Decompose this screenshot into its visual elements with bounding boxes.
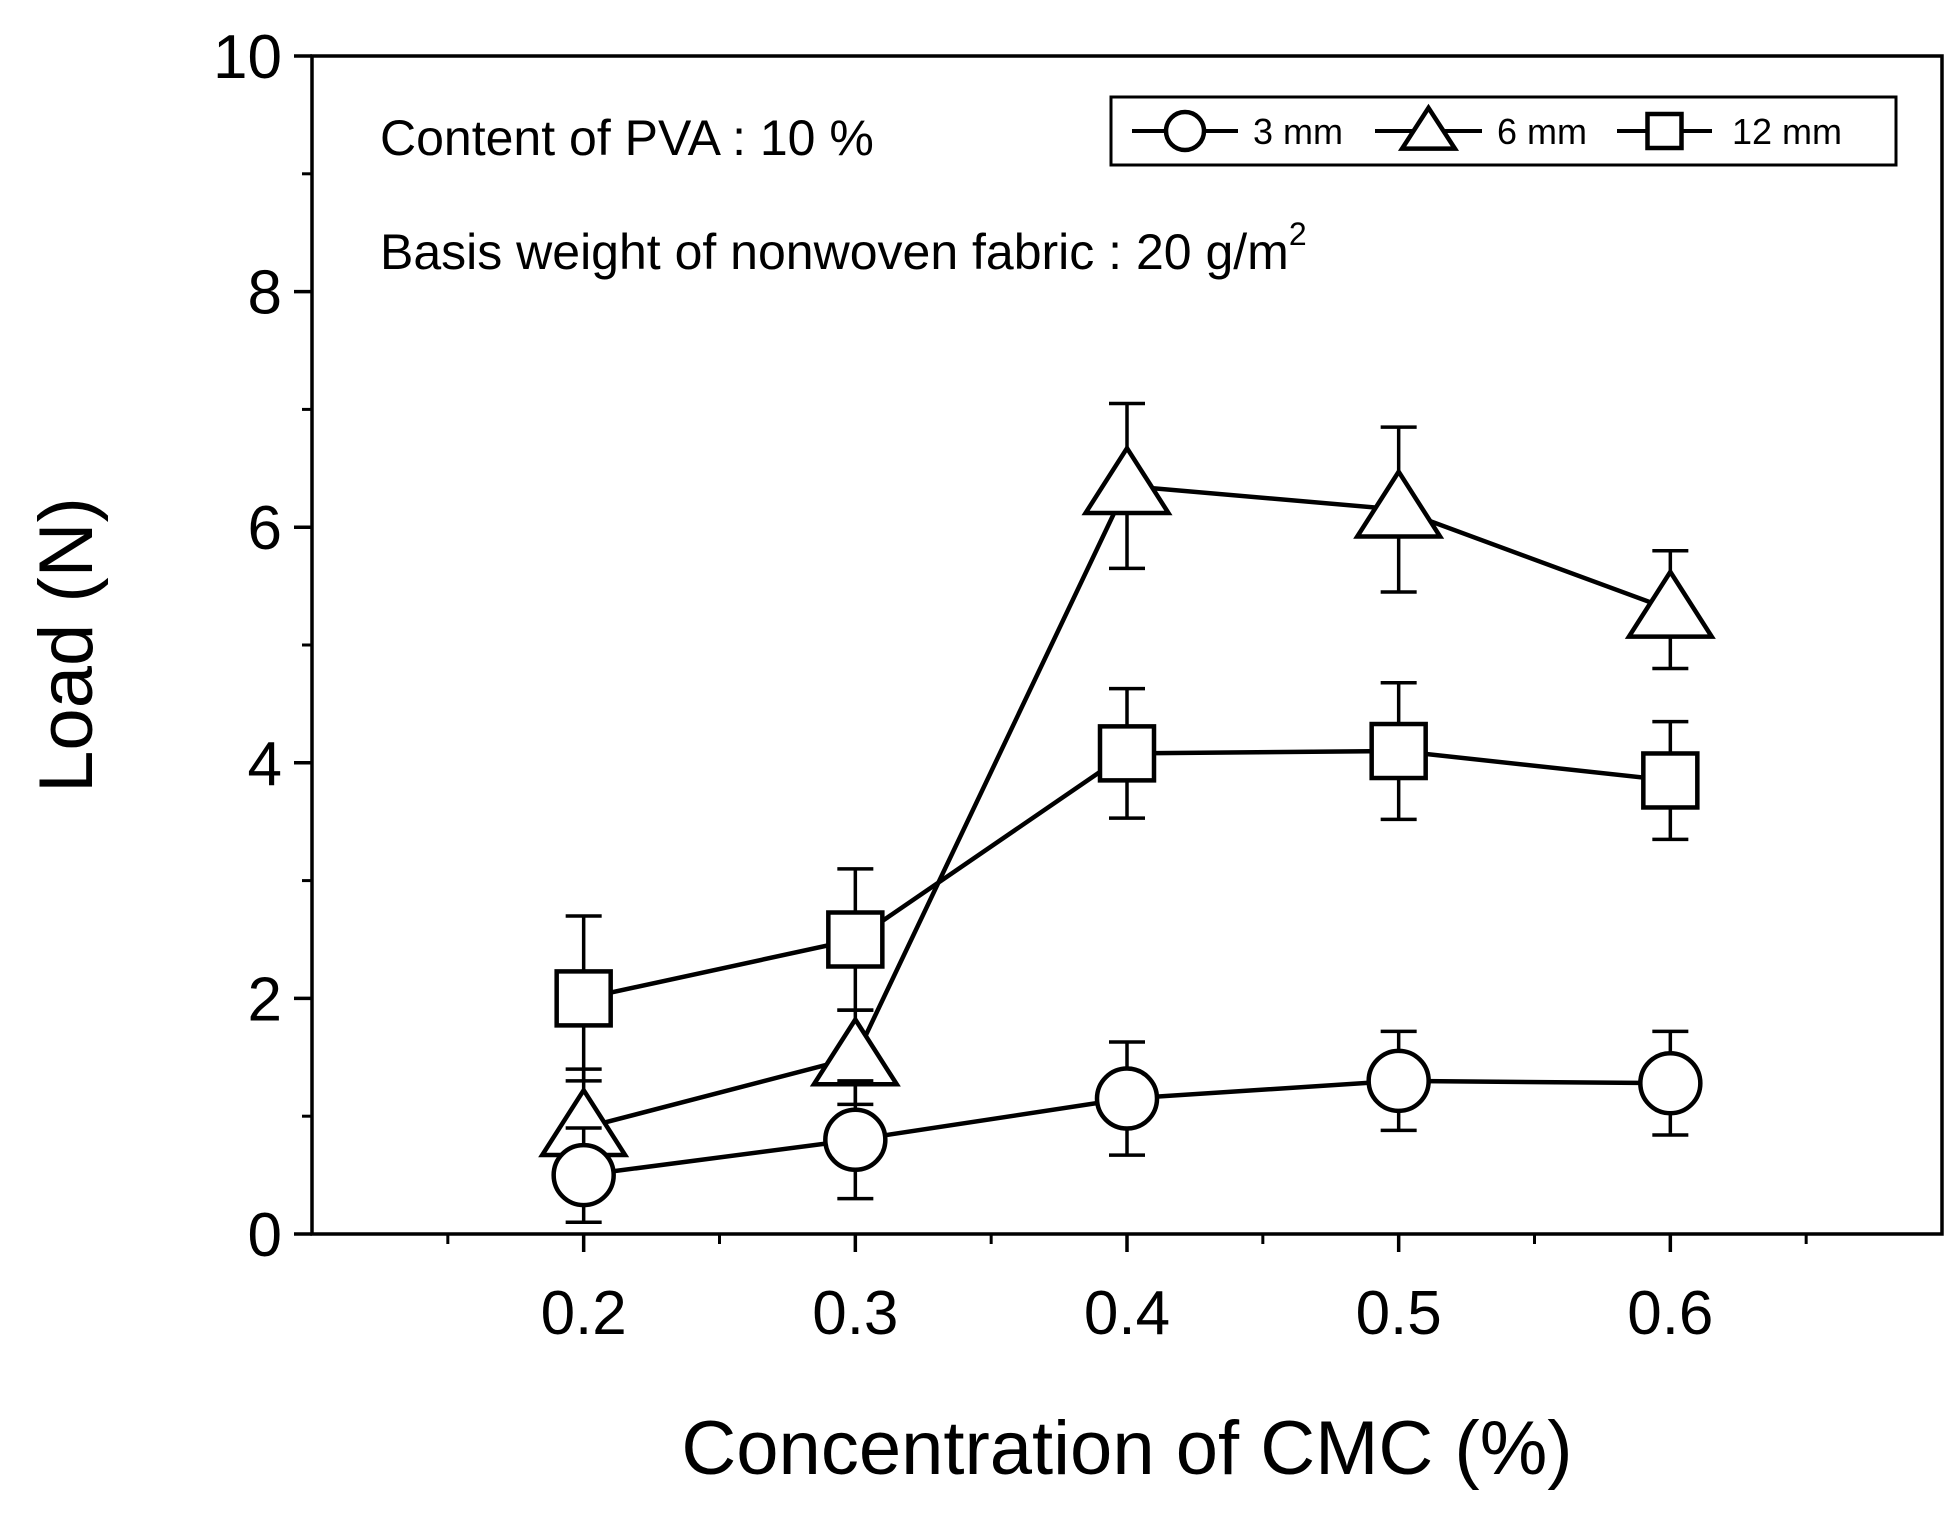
annotation-basis-weight: Basis weight of nonwoven fabric : 20 g/m… — [380, 216, 1307, 280]
data-point-6mm-0.4 — [1081, 443, 1173, 516]
legend: 3 mm 6 mm 12 mm — [1109, 95, 1898, 167]
data-point-6mm-0.3 — [809, 1015, 901, 1087]
annotation-basis-weight-sup: 2 — [1289, 216, 1307, 252]
series-12mm — [554, 680, 1700, 1083]
data-point-3mm-0.6 — [1638, 1050, 1703, 1116]
legend-box — [1109, 95, 1898, 167]
x-axis-title: Concentration of CMC (%) — [681, 1406, 1572, 1491]
y-tick-label-8: 8 — [248, 259, 282, 328]
x-tick-label-0.5: 0.5 — [1356, 1279, 1442, 1348]
data-point-3mm-0.4 — [1094, 1066, 1160, 1131]
y-tick-label-4: 4 — [248, 730, 282, 799]
x-tick-label-0.4: 0.4 — [1084, 1279, 1170, 1348]
legend-marker-12mm — [1645, 111, 1684, 151]
data-point-12mm-0.3 — [826, 910, 885, 969]
legend-marker-3mm — [1163, 109, 1207, 153]
x-axis: 0.2 0.3 0.4 0.5 0.6 — [446, 1234, 1808, 1348]
annotation-basis-weight-text: Basis weight of nonwoven fabric : 20 g/m — [380, 224, 1289, 280]
y-tick-label-2: 2 — [248, 965, 282, 1034]
data-point-6mm-0.5 — [1353, 467, 1445, 539]
legend-label-6mm: 6 mm — [1497, 111, 1587, 152]
data-point-12mm-0.5 — [1369, 721, 1428, 781]
annotation-pva-content: Content of PVA : 10 % — [380, 110, 874, 166]
y-tick-label-10: 10 — [213, 23, 282, 92]
legend-label-3mm: 3 mm — [1253, 111, 1343, 152]
legend-label-12mm: 12 mm — [1732, 111, 1842, 152]
data-point-6mm-0.6 — [1624, 567, 1716, 639]
y-tick-label-6: 6 — [248, 494, 282, 563]
data-point-12mm-0.6 — [1641, 751, 1700, 810]
data-point-12mm-0.4 — [1097, 724, 1157, 783]
y-axis: 0 2 4 6 8 10 — [213, 23, 312, 1270]
series-layer — [538, 401, 1716, 1224]
data-point-3mm-0.5 — [1366, 1048, 1431, 1114]
series-3mm — [551, 1029, 1703, 1224]
data-point-12mm-0.2 — [554, 969, 613, 1028]
y-tick-label-0: 0 — [248, 1201, 282, 1270]
data-point-3mm-0.2 — [551, 1142, 616, 1208]
data-point-3mm-0.3 — [823, 1107, 888, 1173]
x-tick-label-0.3: 0.3 — [812, 1279, 898, 1348]
x-tick-label-0.6: 0.6 — [1627, 1279, 1713, 1348]
legend-marker-6mm — [1397, 103, 1460, 151]
x-tick-label-0.2: 0.2 — [541, 1279, 627, 1348]
y-axis-title: Load (N) — [24, 497, 109, 793]
